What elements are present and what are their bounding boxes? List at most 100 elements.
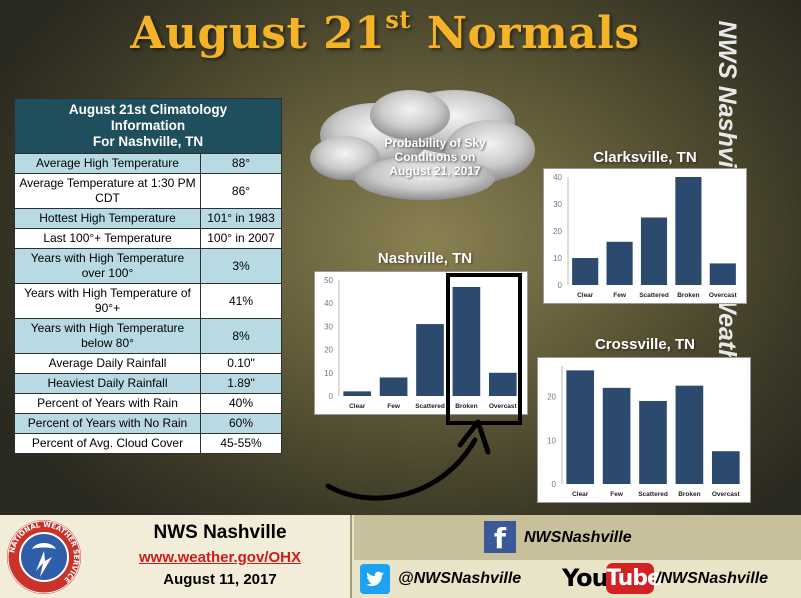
x-tick-label: Overcast — [489, 403, 518, 410]
y-tick-label: 0 — [558, 281, 563, 290]
x-tick-label: Clear — [572, 491, 589, 498]
bar-overcast — [488, 372, 517, 396]
bar-overcast — [711, 451, 740, 484]
clarksville-chart-title: Clarksville, TN — [593, 149, 697, 166]
table-row: Average High Temperature 88° — [14, 153, 282, 174]
cloud-caption-line: Conditions on — [394, 150, 476, 164]
row-value: 1.89" — [200, 373, 282, 394]
crossville-chart-title: Crossville, TN — [594, 336, 696, 353]
table-row: Last 100°+ Temperature 100° in 2007 — [14, 228, 282, 249]
cloud-caption: Probability of Sky Conditions on August … — [370, 136, 500, 178]
y-tick-label: 40 — [553, 173, 562, 182]
table-row: Hottest High Temperature 101° in 1983 — [14, 208, 282, 229]
row-label: Years with High Temperature over 100° — [14, 248, 201, 284]
twitter-handle[interactable]: @NWSNashville — [398, 570, 522, 587]
y-tick-label: 20 — [324, 346, 333, 355]
y-tick-label: 30 — [324, 322, 333, 331]
footer-org: NATIONAL WEATHER SERVICE NWS Nashville w… — [0, 515, 352, 598]
row-label: Percent of Years with No Rain — [14, 413, 201, 434]
row-value: 88° — [200, 153, 282, 174]
x-tick-label: Few — [610, 491, 624, 498]
x-tick-label: Clear — [577, 292, 594, 299]
table-header-line: August 21st Climatology — [68, 102, 228, 117]
twitter-icon[interactable] — [360, 564, 390, 594]
y-tick-label: 50 — [324, 276, 333, 285]
facebook-handle[interactable]: NWSNashville — [524, 529, 632, 546]
crossville-chart: 0 10 20 Clear Few Scattered Broken Overcast — [537, 357, 751, 503]
bar-clear — [343, 391, 372, 396]
row-value: 0.10" — [200, 353, 282, 374]
table-row: Percent of Years with Rain 40% — [14, 393, 282, 414]
x-tick-label: Overcast — [709, 292, 738, 299]
row-value: 8% — [200, 318, 282, 354]
row-value: 41% — [200, 283, 282, 319]
y-tick-label: 10 — [324, 369, 333, 378]
x-tick-label: Clear — [349, 403, 366, 410]
highlight-box — [446, 273, 522, 425]
y-tick-label: 0 — [552, 480, 557, 489]
bar-scattered — [640, 217, 668, 285]
y-tick-label: 0 — [329, 392, 334, 401]
table-header-line: Information — [110, 118, 186, 133]
row-label: Hottest High Temperature — [14, 208, 201, 229]
x-tick-label: Few — [613, 292, 627, 299]
table-row: Years with High Temperature of 90°+ 41% — [14, 283, 282, 319]
bar-broken — [675, 177, 702, 285]
table-row: Percent of Avg. Cloud Cover 45-55% — [14, 433, 282, 454]
y-tick-label: 20 — [553, 227, 562, 236]
row-label: Heaviest Daily Rainfall — [14, 373, 201, 394]
table-row: Average Daily Rainfall 0.10" — [14, 353, 282, 374]
row-value: 40% — [200, 393, 282, 414]
x-tick-label: Overcast — [712, 491, 741, 498]
x-tick-label: Broken — [455, 403, 477, 410]
y-tick-label: 20 — [547, 393, 556, 402]
bar-broken — [675, 385, 704, 484]
bar-few — [602, 387, 631, 484]
website-link[interactable]: www.weather.gov/OHX — [139, 549, 301, 566]
climatology-table: August 21st Climatology Information For … — [14, 98, 282, 454]
table-row: Years with High Temperature over 100° 3% — [14, 248, 282, 284]
page-title: August 21st Normals — [130, 5, 640, 59]
x-tick-label: Broken — [678, 491, 700, 498]
bar-few — [606, 241, 633, 285]
table-row: Heaviest Daily Rainfall 1.89" — [14, 373, 282, 394]
bar-clear — [566, 370, 595, 484]
row-value: 3% — [200, 248, 282, 284]
y-tick-label: 10 — [547, 436, 556, 445]
bar-scattered — [639, 400, 667, 484]
table-row: Average Temperature at 1:30 PM CDT 86° — [14, 173, 282, 209]
table-row: Years with High Temperature below 80° 8% — [14, 318, 282, 354]
youtube-logo-you: You — [562, 564, 609, 592]
row-label: Percent of Avg. Cloud Cover — [14, 433, 201, 454]
facebook-row: f NWSNashville — [354, 515, 801, 560]
curved-arrow-icon — [325, 419, 491, 501]
x-tick-label: Scattered — [639, 292, 669, 299]
x-tick-label: Scattered — [638, 491, 668, 498]
row-value: 86° — [200, 173, 282, 209]
facebook-icon[interactable]: f — [484, 521, 516, 555]
clarksville-chart-svg: 0 10 20 30 40 Clear Few Scattered Broken Overcast — [553, 173, 738, 299]
org-name: NWS Nashville — [153, 522, 287, 543]
crossville-chart-svg: 0 10 20 Clear Few Scattered Broken Overcast — [547, 366, 741, 498]
cloud-caption-line: Probability of Sky — [384, 136, 486, 150]
row-value: 45-55% — [200, 433, 282, 454]
bar-clear — [572, 258, 599, 285]
youtube-handle[interactable]: /NWSNashville — [656, 570, 769, 587]
y-tick-label: 10 — [553, 254, 562, 263]
cloud-caption-line: August 21, 2017 — [389, 164, 481, 178]
x-tick-label: Broken — [677, 292, 699, 299]
table-row: Percent of Years with No Rain 60% — [14, 413, 282, 434]
nws-logo-icon: NATIONAL WEATHER SERVICE — [7, 520, 81, 594]
cloud-icon — [310, 90, 535, 200]
footer: NATIONAL WEATHER SERVICE NWS Nashville w… — [0, 515, 801, 598]
table-header-line: For Nashville, TN — [92, 134, 204, 149]
x-tick-label: Few — [387, 403, 401, 410]
row-label: Years with High Temperature below 80° — [14, 318, 201, 354]
row-label: Average Daily Rainfall — [14, 353, 201, 374]
bar-scattered — [416, 324, 444, 396]
youtube-icon[interactable]: You Tube — [562, 562, 662, 596]
clarksville-chart: 0 10 20 30 40 Clear Few Scattered Broken Overcast — [543, 168, 747, 304]
nashville-chart-svg: 0 10 20 30 40 50 Clear Few Scattered Broken Overca… — [324, 276, 518, 410]
bar-overcast — [709, 263, 736, 285]
